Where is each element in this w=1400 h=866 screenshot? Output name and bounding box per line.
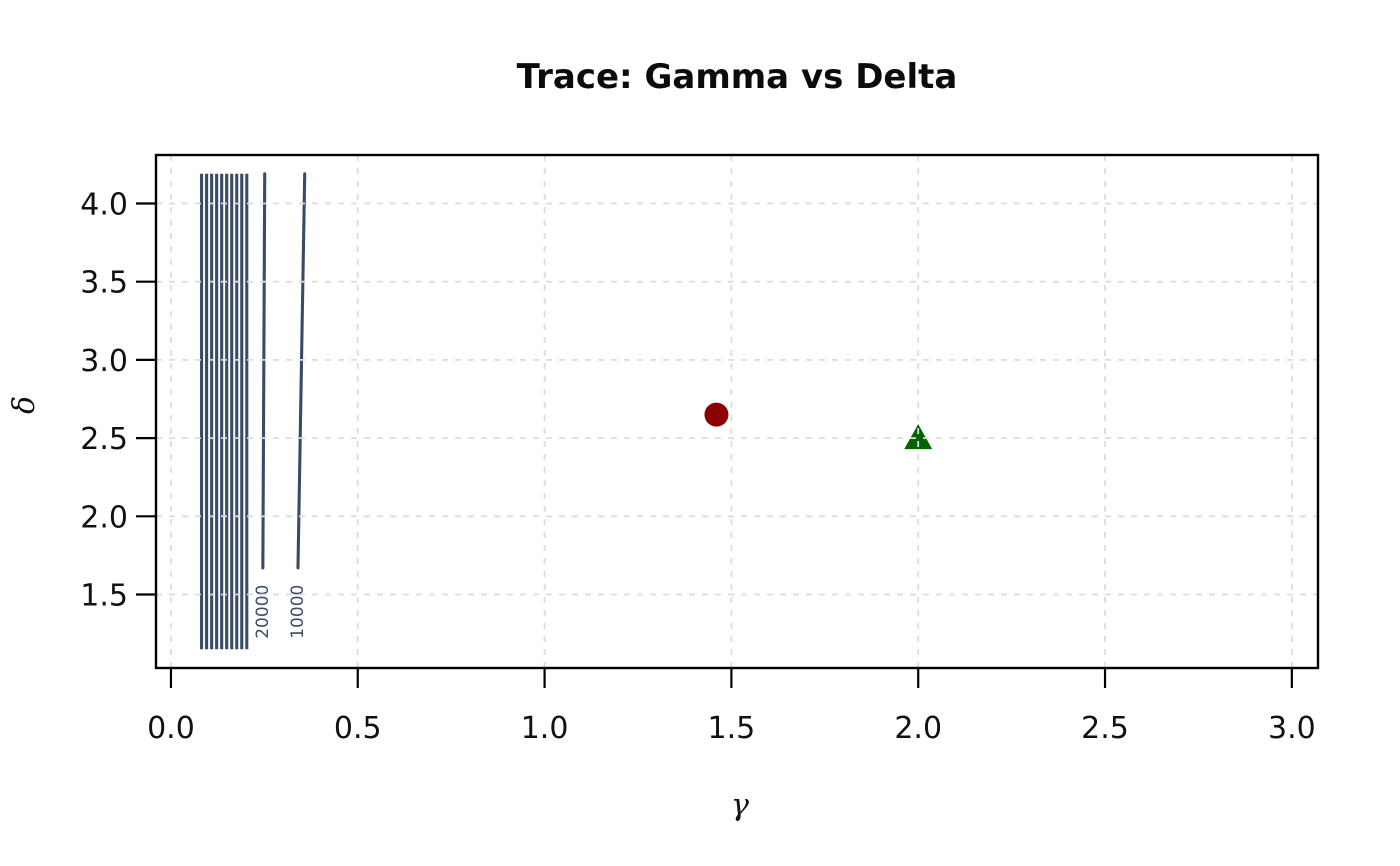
gamma-delta-reference-triangle-marker: [904, 424, 933, 450]
x-tick-label: 2.5: [1081, 711, 1129, 746]
markers-layer: [704, 402, 933, 450]
x-tick-label: 1.0: [521, 711, 569, 746]
chart-title: Trace: Gamma vs Delta: [517, 57, 958, 97]
y-tick-label: 2.5: [80, 422, 128, 457]
x-tick-label: 1.5: [708, 711, 756, 746]
y-tick-label: 3.0: [80, 344, 128, 379]
plot-border-box: [154, 153, 1320, 670]
axis-ticks-layer: 0.0 0.5 1.0 1.5 2.0 2.5 3.0 1.5 2.0 2.5 3.0 3.5 4.0: [80, 187, 1315, 746]
x-tick-label: 3.0: [1268, 711, 1316, 746]
x-tick-label: 2.0: [894, 711, 942, 746]
x-tick-label: 0.5: [334, 711, 382, 746]
y-tick-label: 3.5: [80, 266, 128, 301]
gridlines-layer: [156, 155, 1318, 668]
y-tick-label: 1.5: [80, 578, 128, 613]
y-tick-label: 2.0: [80, 500, 128, 535]
contour-line-10000: [296, 172, 307, 570]
gamma-delta-point-circle-marker: [704, 402, 729, 427]
y-tick-label: 4.0: [80, 187, 128, 222]
x-axis-label: γ: [731, 788, 749, 823]
contour-label-10000: 10000: [288, 585, 308, 639]
contour-label-20000: 20000: [253, 585, 273, 639]
x-tick-label: 0.0: [147, 711, 195, 746]
y-axis-label: δ: [7, 396, 42, 414]
contour-lines-layer: 20000 10000: [200, 172, 308, 650]
contour-line-20000: [261, 172, 267, 570]
